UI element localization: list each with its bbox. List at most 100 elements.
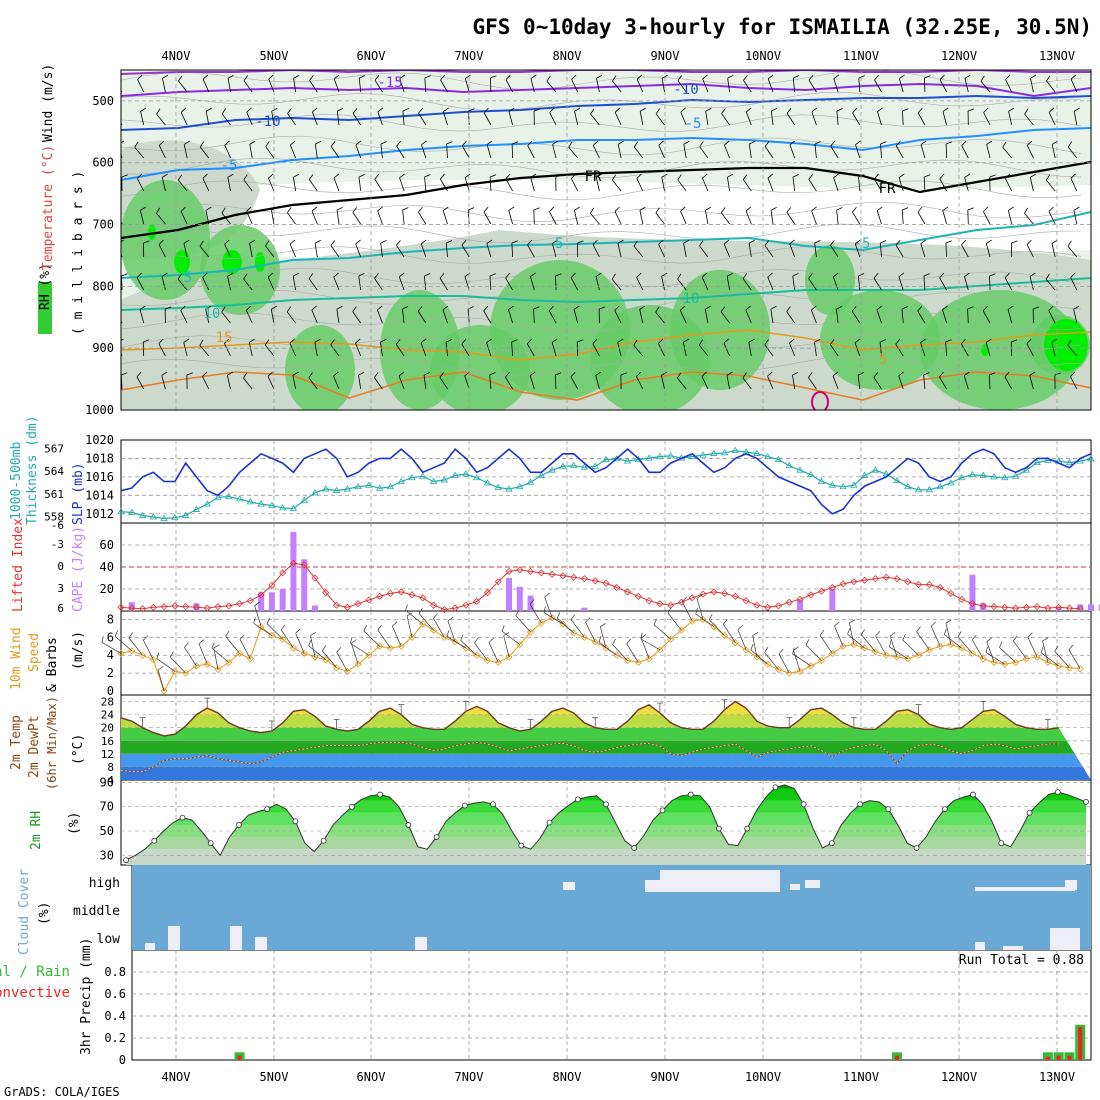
wind-barb — [939, 173, 947, 192]
temp-band — [121, 740, 1091, 754]
wind-barb — [423, 273, 431, 291]
y-tick: 3 — [57, 582, 64, 595]
wind-barb — [352, 108, 362, 126]
x-tick-bottom: 4NOV — [162, 1070, 191, 1084]
thickness-point — [828, 481, 837, 488]
wind-barb — [920, 338, 926, 357]
wind-barb — [377, 107, 384, 126]
wind-barb — [186, 372, 193, 390]
thickness-point — [365, 481, 373, 488]
wind-barb — [1026, 239, 1034, 258]
wind-barb — [985, 338, 992, 357]
wind-barb — [792, 75, 800, 93]
wind-barb — [268, 173, 275, 192]
y-tick: 800 — [92, 279, 114, 293]
wind-speed-point — [397, 642, 405, 650]
wind-barb — [879, 339, 886, 357]
thickness-point — [559, 462, 567, 469]
wind-barb — [617, 239, 624, 258]
ylabel-slp: SLP (mb) — [71, 462, 86, 525]
lifted-index-point — [138, 605, 147, 613]
wind-barb — [1026, 338, 1034, 357]
thickness-point — [311, 489, 319, 496]
wind-barb — [483, 206, 492, 225]
cape-bar — [969, 574, 976, 611]
lifted-index-point — [893, 575, 901, 583]
temperature-label: 5 — [184, 270, 192, 286]
thickness-point — [322, 485, 330, 492]
rh-point — [659, 807, 666, 814]
lifted-index-point — [494, 578, 502, 586]
y-tick: 900 — [92, 341, 114, 355]
wind-speed-point — [861, 644, 869, 652]
wind-barb — [745, 107, 752, 126]
wind-barb — [533, 306, 540, 324]
ylabel-temperature: Temperature (°C) — [41, 145, 56, 270]
rh-point — [998, 840, 1005, 847]
wind-barb-10m — [405, 604, 423, 625]
wind-barb — [352, 306, 362, 324]
wind-speed-point — [311, 653, 319, 661]
wind-barb — [677, 273, 687, 291]
wind-barb — [786, 207, 796, 225]
wind-barb — [620, 372, 627, 390]
wind-barb — [898, 74, 905, 93]
rh-contour — [121, 246, 1082, 264]
lifted-index-point — [817, 587, 826, 595]
wind-speed-point — [839, 642, 847, 650]
wind-barb — [199, 339, 210, 357]
wind-barb-10m — [529, 599, 542, 624]
wind-barb — [489, 174, 497, 192]
wind-barb — [156, 207, 166, 225]
wind-barb — [355, 239, 362, 258]
wind-barb — [655, 207, 665, 225]
wind-barb — [1030, 74, 1037, 93]
wind-barb — [178, 75, 188, 93]
y-tick: 0 — [57, 560, 64, 573]
wind-barb — [440, 74, 448, 93]
wind-barb — [199, 141, 210, 159]
y-tick: 24 — [101, 709, 115, 722]
wind-barb — [614, 107, 622, 126]
lifted-index-point — [300, 561, 308, 569]
wind-barb — [748, 140, 756, 159]
precip-convective-bar — [237, 1055, 242, 1060]
wind-barb — [505, 272, 513, 291]
wind-barb — [721, 108, 730, 126]
rh-dry-region — [121, 180, 1091, 262]
wind-barb — [505, 74, 513, 93]
thickness-point — [408, 473, 416, 481]
wind-barb-10m — [875, 631, 887, 656]
wind-barb — [1004, 272, 1013, 291]
rh-point — [377, 791, 384, 798]
lifted-index-point — [1011, 604, 1020, 612]
wind-barb-10m — [847, 628, 865, 649]
wind-barb — [311, 206, 318, 225]
wind-speed-point — [570, 629, 578, 637]
lifted-index-point — [192, 603, 201, 611]
rh-region — [285, 325, 355, 410]
x-tick-top: 9NOV — [651, 49, 680, 63]
ylabel-wind10: & Barbs — [45, 637, 60, 692]
wind-barb — [590, 207, 600, 225]
wind-barb — [267, 371, 275, 390]
ylabel-wind10: 10m Wind — [9, 627, 24, 690]
lifted-index-point — [311, 574, 319, 582]
wind-speed-point — [774, 665, 783, 674]
rh-band — [126, 837, 1086, 850]
temperature-contour — [121, 211, 1091, 279]
y-tick: 4 — [107, 648, 114, 662]
wind-barb — [855, 140, 861, 159]
thickness-point — [332, 486, 341, 493]
wind-speed-point — [1022, 655, 1030, 663]
wind-speed-point — [720, 631, 729, 640]
wind-barb — [1067, 339, 1078, 357]
wind-barb — [293, 173, 300, 192]
wind-barb — [505, 371, 513, 390]
lifted-index-point — [623, 588, 632, 596]
wind-barb — [764, 339, 774, 357]
y-tick: 50 — [100, 824, 114, 838]
cape-bar — [1055, 606, 1062, 611]
temperature-contour — [121, 127, 1091, 181]
panel-frame — [120, 610, 1092, 696]
